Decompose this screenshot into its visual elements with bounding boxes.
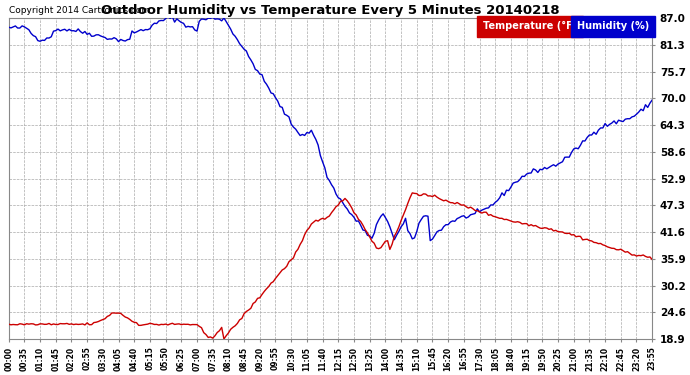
Text: Copyright 2014 Cartronics.com: Copyright 2014 Cartronics.com xyxy=(9,6,150,15)
Legend: Temperature (°F), Humidity (%): Temperature (°F), Humidity (%) xyxy=(481,19,651,33)
Title: Outdoor Humidity vs Temperature Every 5 Minutes 20140218: Outdoor Humidity vs Temperature Every 5 … xyxy=(101,4,560,17)
